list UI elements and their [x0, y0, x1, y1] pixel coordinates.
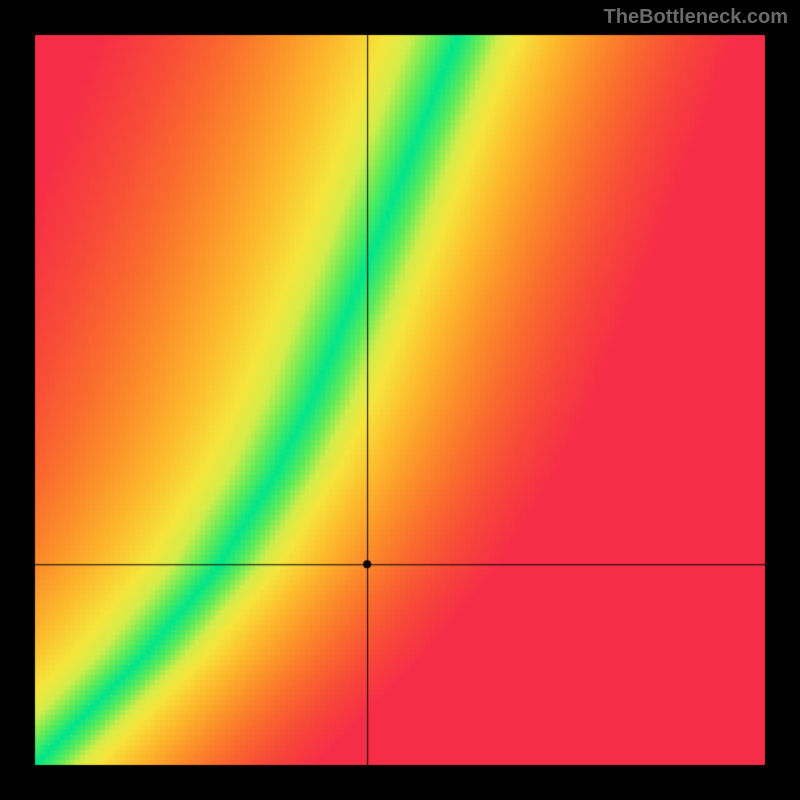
attribution-text: TheBottleneck.com — [604, 6, 788, 29]
chart-container: TheBottleneck.com — [0, 0, 800, 800]
bottleneck-heatmap — [0, 0, 800, 800]
